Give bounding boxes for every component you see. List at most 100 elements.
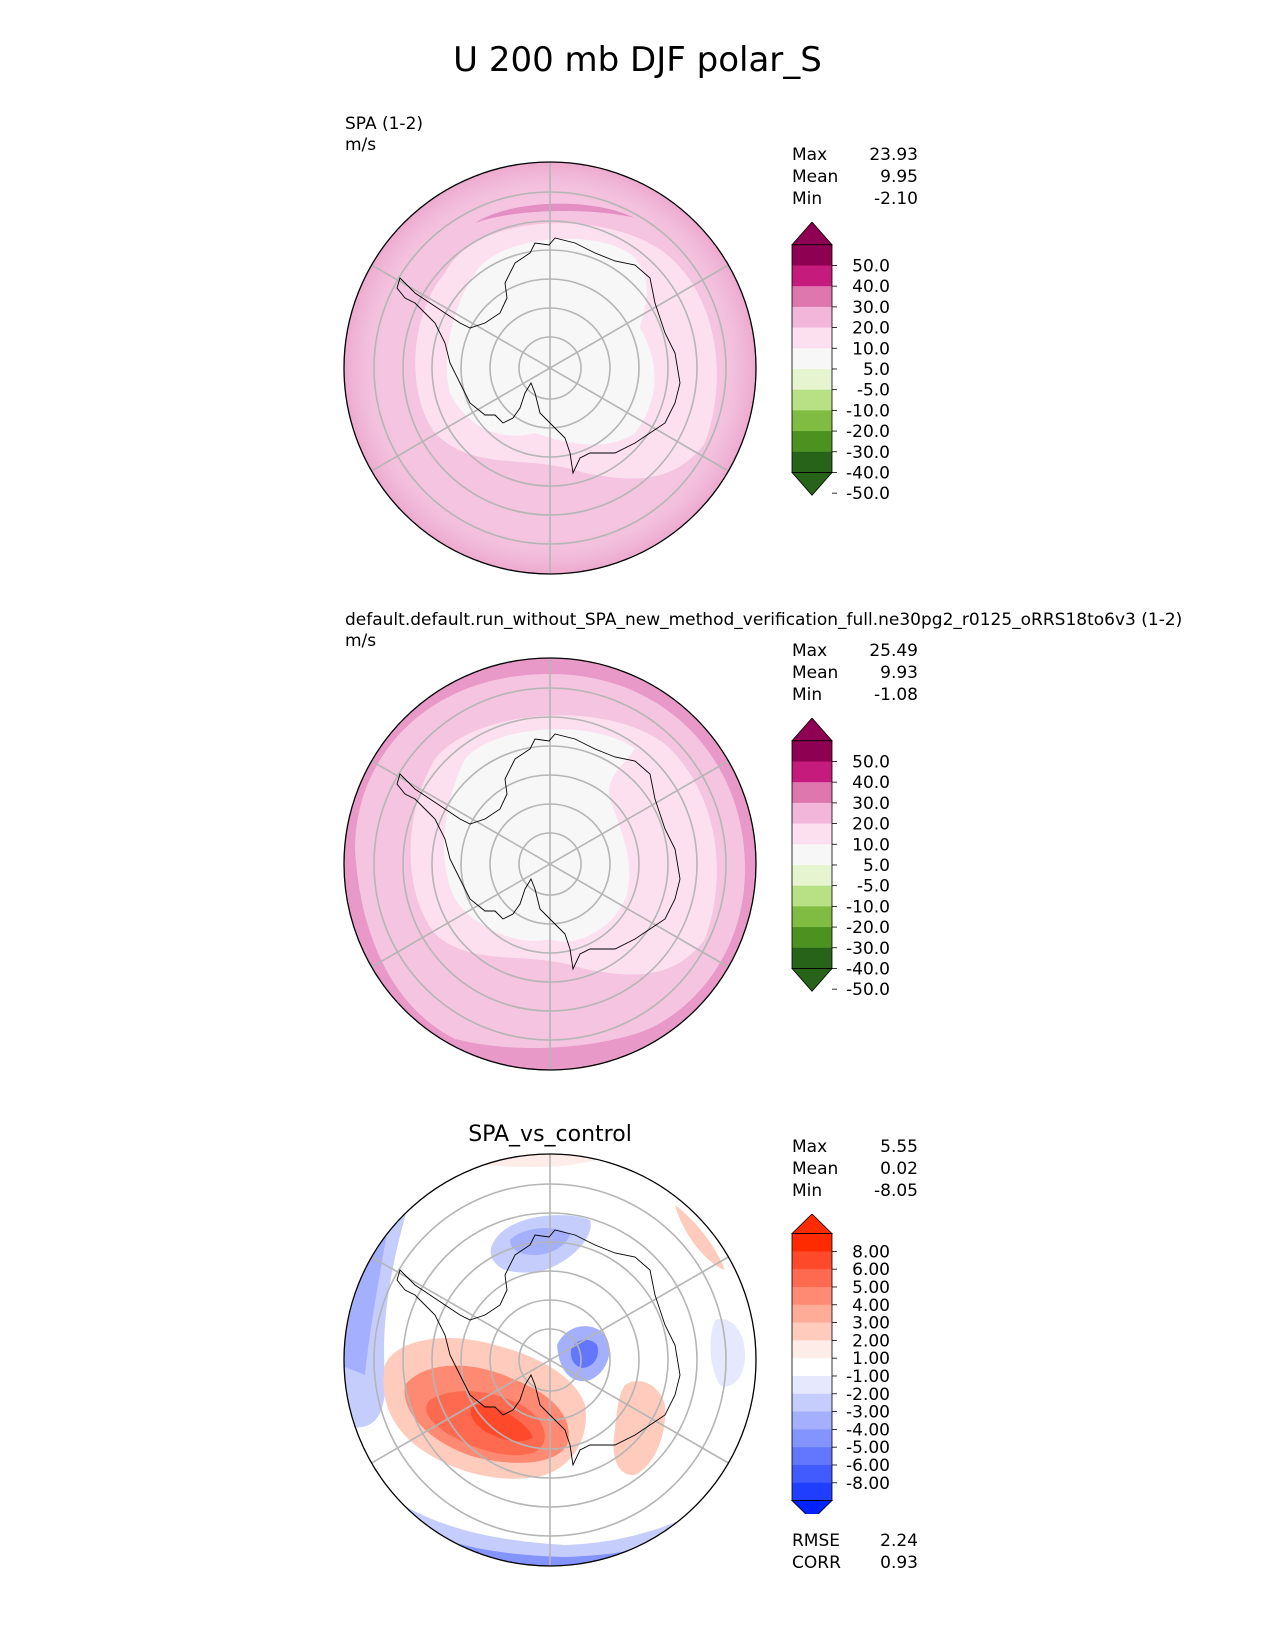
colorbar-segment xyxy=(792,761,832,783)
colorbar-segment xyxy=(792,1251,832,1270)
colorbar-segment xyxy=(792,348,832,370)
colorbar-tick-label: 3.00 xyxy=(852,1314,890,1334)
stat-value: -8.05 xyxy=(874,1181,918,1201)
colorbar-tick-label: 30.0 xyxy=(852,298,890,318)
colorbar-tick-label: -5.0 xyxy=(857,381,890,401)
colorbar-tick-label: 20.0 xyxy=(852,815,890,835)
colorbar-tick-label: -4.00 xyxy=(846,1420,890,1440)
colorbar-tick-label: 5.0 xyxy=(863,360,890,380)
colorbar-segment xyxy=(792,286,832,308)
panel-3-colorbar: 8.006.005.004.003.002.001.00-1.00-2.00-3… xyxy=(791,1214,890,1514)
colorbar-bottom-extension xyxy=(791,1500,833,1514)
colorbar-segment xyxy=(792,864,832,887)
antarctica-coastline xyxy=(396,237,681,475)
stat-label: Max xyxy=(792,145,828,165)
colorbar-segment xyxy=(792,947,832,969)
colorbar-tick-label: -40.0 xyxy=(846,463,890,483)
colorbar-tick-label: -50.0 xyxy=(846,484,890,504)
metric-value: 0.93 xyxy=(880,1553,918,1573)
figure-title: U 200 mb DJF polar_S xyxy=(453,40,822,80)
panel-3-title: SPA_vs_control xyxy=(468,1122,632,1147)
metric-label: CORR xyxy=(792,1553,841,1573)
colorbar-segment xyxy=(792,451,832,473)
map-boundary xyxy=(343,1153,757,1567)
colorbar-tick-label: 1.00 xyxy=(852,1349,890,1369)
colorbar-segment xyxy=(792,1393,832,1413)
colorbar-outline xyxy=(791,740,833,969)
colorbar-tick-label: -20.0 xyxy=(846,422,890,442)
map-boundary xyxy=(343,161,757,575)
metric-value: 2.24 xyxy=(880,1531,918,1551)
colorbar-segment xyxy=(792,1447,832,1466)
colorbar-tick-label: 40.0 xyxy=(852,773,890,793)
colorbar-segment xyxy=(792,327,832,349)
colorbar-segment xyxy=(792,1482,832,1502)
colorbar-tick-label: -2.00 xyxy=(846,1385,890,1405)
metric-label: RMSE xyxy=(792,1531,841,1551)
colorbar-segment xyxy=(792,906,832,928)
colorbar-segment xyxy=(792,431,832,453)
graticule xyxy=(371,658,729,1070)
colorbar-bottom-extension xyxy=(791,968,833,992)
stat-value: 0.02 xyxy=(880,1159,918,1179)
colorbar-tick-label: 40.0 xyxy=(852,277,890,297)
colorbar-tick-label: -30.0 xyxy=(846,443,890,463)
colorbar-tick-label: 50.0 xyxy=(852,256,890,276)
antarctica-coastline xyxy=(396,733,681,971)
colorbar-segment xyxy=(792,844,832,866)
colorbar-tick-label: -30.0 xyxy=(846,939,890,959)
colorbar-tick-label: 50.0 xyxy=(852,752,890,772)
colorbar-tick-label: -50.0 xyxy=(846,980,890,1000)
panel-1-label: SPA (1-2) xyxy=(345,114,424,134)
colorbar-segment xyxy=(792,1233,832,1252)
panel-2-map xyxy=(343,657,757,1071)
panel-3-stats: Max 5.55 Mean 0.02 Min -8.05 xyxy=(792,1136,918,1202)
stat-value: 9.93 xyxy=(880,663,918,683)
colorbar-outline xyxy=(791,244,833,473)
colorbar-segment xyxy=(792,1464,832,1484)
colorbar-tick-label: -10.0 xyxy=(846,897,890,917)
stat-label: Min xyxy=(792,685,823,705)
colorbar-tick-label: 6.00 xyxy=(852,1260,890,1280)
colorbar-segment xyxy=(792,1304,832,1324)
colorbar-tick-label: 20.0 xyxy=(852,319,890,339)
colorbar-tick-label: 10.0 xyxy=(852,835,890,855)
colorbar-tick-label: -5.00 xyxy=(846,1438,890,1458)
panel-2-colorbar: 50.040.030.020.010.05.0-5.0-10.0-20.0-30… xyxy=(791,718,890,1000)
colorbar-segment xyxy=(792,1269,832,1288)
colorbar-segment xyxy=(792,782,832,804)
colorbar-segment xyxy=(792,740,832,762)
colorbar-top-extension xyxy=(791,1214,833,1234)
colorbar-bottom-extension xyxy=(791,472,833,496)
stat-label: Mean xyxy=(792,663,839,683)
colorbar-segment xyxy=(792,823,832,845)
stat-value: 5.55 xyxy=(880,1137,918,1157)
panel-1-map xyxy=(343,161,757,575)
colorbar-tick-label: -1.00 xyxy=(846,1367,890,1387)
stat-label: Mean xyxy=(792,1159,839,1179)
colorbar-segment xyxy=(792,1429,832,1448)
colorbar-segment xyxy=(792,927,832,949)
colorbar-tick-label: 2.00 xyxy=(852,1331,890,1351)
colorbar-tick-label: -3.00 xyxy=(846,1403,890,1423)
colorbar-tick-label: 5.0 xyxy=(863,856,890,876)
antarctica-coastline xyxy=(396,1229,681,1467)
colorbar-tick-label: 5.00 xyxy=(852,1278,890,1298)
stat-value: 9.95 xyxy=(880,167,918,187)
stat-label: Min xyxy=(792,1181,823,1201)
stat-value: -2.10 xyxy=(874,189,918,209)
colorbar-top-extension xyxy=(791,718,833,742)
colorbar-tick-label: -20.0 xyxy=(846,918,890,938)
colorbar-tick-label: -6.00 xyxy=(846,1456,890,1476)
colorbar-segment xyxy=(792,1322,832,1341)
stat-label: Min xyxy=(792,189,823,209)
colorbar-segment xyxy=(792,244,832,266)
colorbar-segment xyxy=(792,885,832,907)
colorbar-tick-label: 4.00 xyxy=(852,1296,890,1316)
panel-2-label: default.default.run_without_SPA_new_meth… xyxy=(345,610,1183,630)
panel-1-colorbar: 50.040.030.020.010.05.0-5.0-10.0-20.0-30… xyxy=(791,222,890,504)
colorbar-tick-label: 8.00 xyxy=(852,1242,890,1262)
panel-3-map xyxy=(343,1153,757,1567)
colorbar-segment xyxy=(792,1286,832,1306)
colorbar-segment xyxy=(792,368,832,391)
